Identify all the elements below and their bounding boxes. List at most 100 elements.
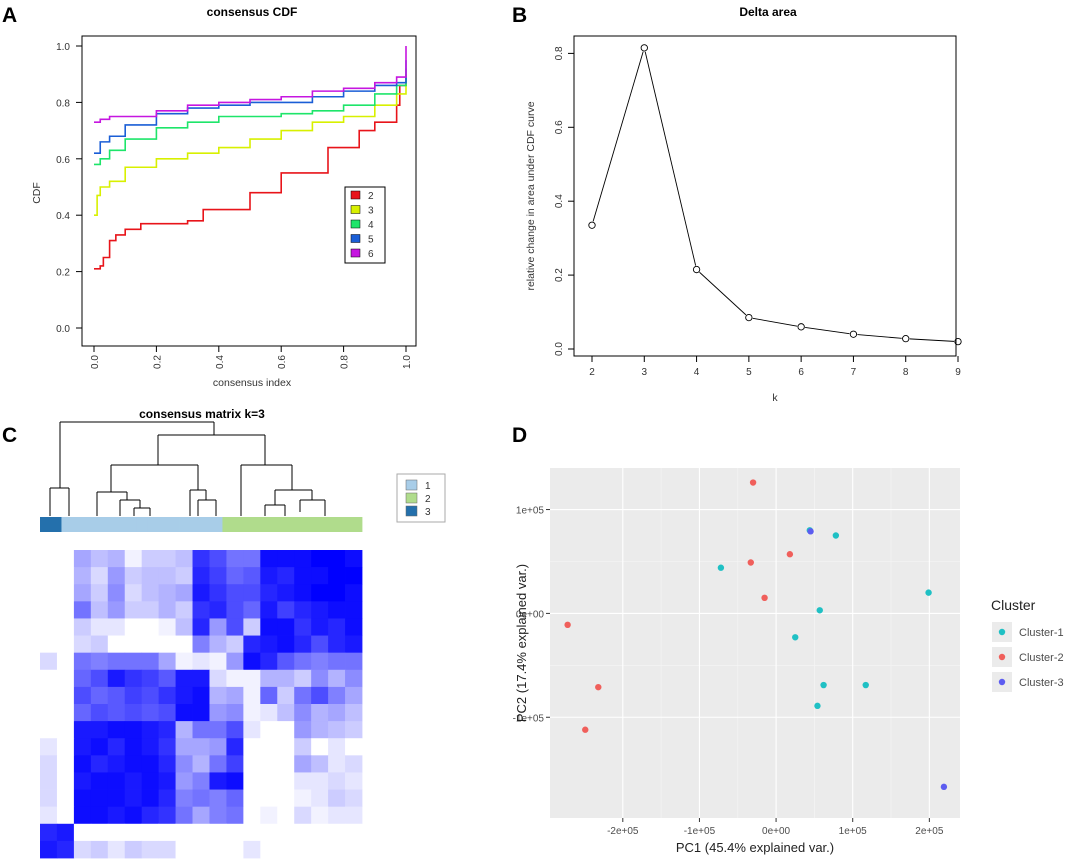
panel-c-matrix-cell xyxy=(192,704,210,722)
panel-c-matrix-cell xyxy=(328,772,346,790)
panel-c-matrix-cell xyxy=(345,635,363,654)
panel-c-matrix-cell xyxy=(56,652,75,671)
panel-c-matrix-cell xyxy=(328,635,346,654)
panel-c-bar-cell-cluster-1 xyxy=(72,517,84,532)
panel-d-point-cluster-1 xyxy=(816,607,823,614)
panel-c-matrix-cell xyxy=(243,686,261,705)
panel-c-matrix-cell xyxy=(209,789,227,808)
panel-c-matrix-cell xyxy=(107,840,126,859)
panel-b-data-point xyxy=(797,323,805,331)
panel-c-matrix-cell xyxy=(311,618,329,636)
panel-c-bar-cell-cluster-2 xyxy=(222,517,234,532)
panel-c-matrix-cell xyxy=(73,772,92,790)
panel-c-matrix-cell xyxy=(209,704,227,722)
panel-c-matrix-cell xyxy=(192,721,210,739)
panel-a-title: consensus CDF xyxy=(207,5,298,19)
panel-b-line-segment xyxy=(592,51,644,222)
panel-c-matrix-cell xyxy=(209,584,227,602)
panel-b-x-tick-label: 6 xyxy=(798,367,804,378)
panel-c-matrix-cell xyxy=(192,755,210,773)
panel-c-matrix-cell xyxy=(311,584,329,602)
panel-d-point-cluster-1 xyxy=(832,532,840,539)
panel-c-matrix-cell xyxy=(345,550,363,568)
panel-d-x-tick-label: -2e+05 xyxy=(607,826,639,837)
panel-c-matrix-cell xyxy=(40,823,58,842)
panel-c-matrix-cell xyxy=(226,772,244,790)
panel-d-y-tick-label: -1e+05 xyxy=(513,713,545,724)
panel-c-matrix-cell xyxy=(345,618,363,636)
panel-c-matrix-cell xyxy=(226,806,244,825)
panel-c-matrix-cell xyxy=(209,806,227,825)
panel-c-bar-cell-cluster-2 xyxy=(340,517,352,532)
panel-c-matrix-cell xyxy=(56,721,75,739)
panel-c-matrix-cell xyxy=(294,755,312,773)
panel-c-matrix-cell xyxy=(192,840,210,859)
panel-c-matrix-cell xyxy=(277,704,295,722)
panel-a-legend-swatch-k4 xyxy=(350,219,361,229)
panel-c-matrix-cell xyxy=(260,789,278,808)
panel-b-data-point xyxy=(692,265,701,274)
panel-b-x-tick-label: 2 xyxy=(589,367,595,378)
panel-c-matrix-cell xyxy=(260,772,278,790)
panel-c-matrix-cell xyxy=(260,652,278,671)
panel-c-matrix-cell xyxy=(294,704,312,722)
panel-c-matrix-cell xyxy=(90,704,109,722)
panel-b-y-tick-label: 0.4 xyxy=(554,194,565,208)
panel-c-matrix-cell xyxy=(328,669,346,688)
panel-c-matrix-cell xyxy=(260,550,278,568)
panel-a-y-tick-label: 0.2 xyxy=(56,268,70,279)
panel-c-matrix-cell xyxy=(277,806,295,825)
panel-c-matrix-cell xyxy=(158,721,176,739)
panel-c-matrix-cell xyxy=(141,823,160,842)
panel-c-matrix-cell xyxy=(311,652,329,671)
panel-c-matrix-cell xyxy=(294,618,312,636)
panel-c-matrix-cell xyxy=(311,738,329,756)
panel-d-legend-dot-cluster-2 xyxy=(998,653,1006,661)
panel-c-matrix-cell xyxy=(73,721,92,739)
panel-a-x-tick-label: 0.4 xyxy=(215,355,226,369)
panel-c-matrix-cell xyxy=(277,601,295,619)
panel-c-heatmap xyxy=(40,550,363,859)
panel-c-matrix-cell xyxy=(209,738,227,756)
panel-c-matrix-cell xyxy=(277,840,295,859)
panel-c-matrix-cell xyxy=(345,704,363,722)
panel-d-pca-scatter: -2e+05 -1e+05 0e+00 1e+05 2e+05 -1e+05 0e+00 1e… xyxy=(513,468,1064,855)
panel-c-matrix-cell xyxy=(158,772,176,790)
panel-c-matrix-cell xyxy=(90,618,109,636)
panel-c-matrix-cell xyxy=(209,567,227,585)
panel-c-matrix-cell xyxy=(73,669,92,688)
panel-c-matrix-cell xyxy=(294,584,312,602)
panel-c-matrix-cell xyxy=(209,601,227,619)
panel-c-matrix-cell xyxy=(260,755,278,773)
panel-c-matrix-cell xyxy=(260,704,278,722)
panel-c-matrix-cell xyxy=(40,789,58,808)
panel-c-matrix-cell xyxy=(40,550,58,568)
panel-a-cdf-line-k4 xyxy=(94,68,407,166)
panel-c-matrix-cell xyxy=(158,652,176,671)
panel-c-matrix-cell xyxy=(40,652,58,671)
panel-c-matrix-cell xyxy=(175,738,193,756)
panel-c-matrix-cell xyxy=(56,823,75,842)
panel-c-matrix-cell xyxy=(73,635,92,654)
panel-c-matrix-cell xyxy=(40,704,58,722)
panel-c-matrix-cell xyxy=(40,567,58,585)
panel-c-matrix-cell xyxy=(192,567,210,585)
panel-c-matrix-cell xyxy=(107,772,126,790)
panel-c-matrix-cell xyxy=(40,755,58,773)
panel-b-line-segment xyxy=(644,51,697,266)
panel-c-bar-cell-cluster-2 xyxy=(286,517,298,532)
panel-c-matrix-cell xyxy=(209,652,227,671)
panel-c-matrix-cell xyxy=(175,686,193,705)
panel-b-y-tick-label: 0.0 xyxy=(554,342,565,356)
panel-c-matrix-cell xyxy=(328,652,346,671)
panel-c-matrix-cell xyxy=(141,840,160,859)
panel-c-matrix-cell xyxy=(311,840,329,859)
panel-b-y-tick-label: 0.2 xyxy=(554,268,565,282)
panel-c-bar-cell-cluster-1 xyxy=(82,517,95,532)
panel-b-x-axis-label: k xyxy=(772,392,778,404)
panel-c-matrix-cell xyxy=(311,704,329,722)
panel-b-y-tick-label: 0.6 xyxy=(554,120,565,134)
panel-c-matrix-cell xyxy=(311,669,329,688)
panel-b-x-tick-label: 3 xyxy=(642,367,648,378)
panel-c-matrix-cell xyxy=(294,686,312,705)
